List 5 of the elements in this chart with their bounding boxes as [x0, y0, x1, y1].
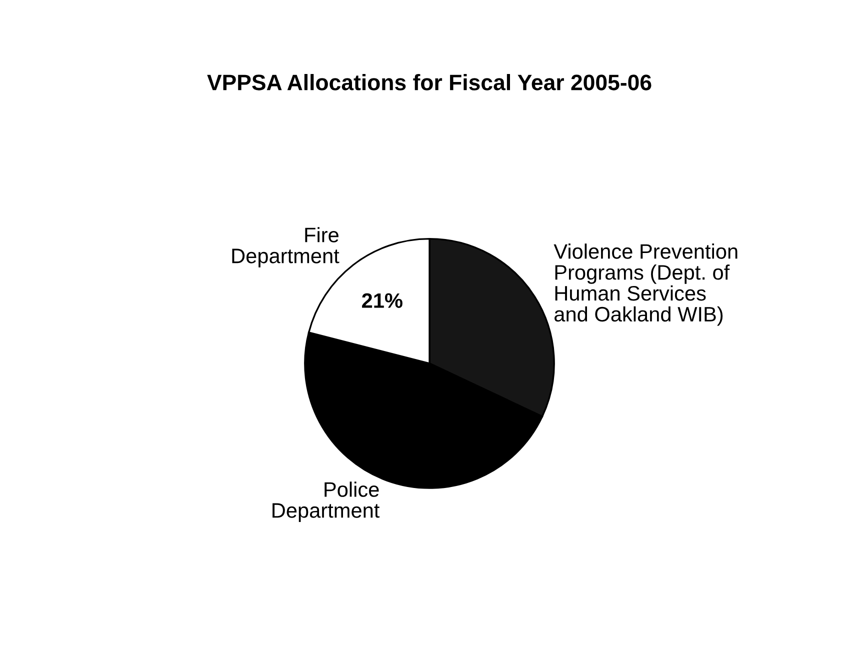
slice-label: Fire Department — [232, 227, 340, 268]
data-label: 21% — [362, 293, 402, 308]
slice-label: Violence Prevention Programs (Dept. of Human Services and Oakland WIB) — [554, 244, 738, 326]
slice-label: Police Department — [272, 482, 380, 522]
chart-title: VPPSA Allocations for Fiscal Year 2005-06 — [207, 74, 652, 90]
